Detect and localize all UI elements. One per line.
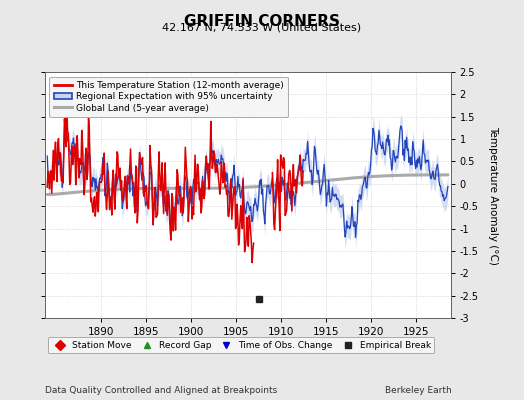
Y-axis label: Temperature Anomaly (°C): Temperature Anomaly (°C) (488, 126, 498, 264)
Legend: This Temperature Station (12-month average), Regional Expectation with 95% uncer: This Temperature Station (12-month avera… (49, 76, 288, 117)
Text: 42.167 N, 74.533 W (United States): 42.167 N, 74.533 W (United States) (162, 22, 362, 32)
Text: Data Quality Controlled and Aligned at Breakpoints: Data Quality Controlled and Aligned at B… (45, 386, 277, 395)
Legend: Station Move, Record Gap, Time of Obs. Change, Empirical Break: Station Move, Record Gap, Time of Obs. C… (48, 337, 434, 354)
Text: Berkeley Earth: Berkeley Earth (385, 386, 452, 395)
Text: GRIFFIN CORNERS: GRIFFIN CORNERS (184, 14, 340, 29)
